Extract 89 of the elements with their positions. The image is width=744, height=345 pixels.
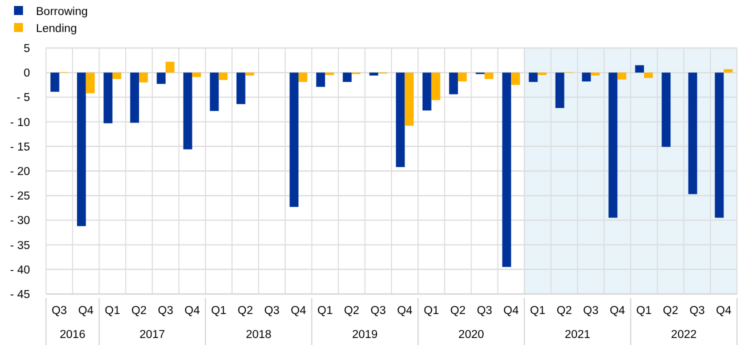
bar [422, 72, 432, 110]
x-tick-label: Q3 [264, 305, 280, 317]
text: 2017 [140, 329, 166, 341]
bar [538, 72, 547, 76]
legend-label: Borrowing [36, 6, 88, 18]
bar [156, 72, 166, 84]
bar [528, 72, 538, 82]
bar [396, 72, 405, 168]
x-tick-label: Q3 [158, 305, 174, 317]
y-tick-label: - 20 [10, 166, 30, 178]
x-tick-label: Q2 [450, 305, 466, 317]
bar [555, 72, 564, 108]
x-tick-label: Q4 [78, 305, 94, 317]
bar [183, 72, 192, 150]
x-tick-label: Q3 [583, 305, 598, 317]
bar [245, 72, 254, 76]
x-tick-label: Q1 [530, 305, 546, 317]
bar [404, 72, 414, 126]
y-tick-label: - 35 [10, 240, 30, 252]
y-tick-label: - 25 [10, 190, 30, 203]
bar [139, 72, 148, 82]
x-tick-label: Q4 [716, 305, 732, 317]
y-tick-label: 5 [24, 43, 30, 56]
bar [166, 62, 174, 73]
bar [449, 72, 458, 94]
y-tick-label: - 40 [10, 264, 30, 276]
x-tick-label: Q3 [52, 305, 67, 317]
bar [104, 72, 112, 124]
x-tick-label: Q4 [503, 305, 520, 317]
text: 2019 [352, 329, 378, 341]
text: 2022 [671, 329, 697, 341]
y-tick-label: 0 [24, 68, 30, 80]
bar [342, 72, 352, 82]
bar [688, 72, 698, 194]
x-tick-label: Q4 [397, 305, 414, 317]
bar [236, 72, 246, 104]
bar [210, 72, 219, 111]
bar [617, 72, 626, 80]
x-tick-label: Q1 [104, 305, 120, 317]
y-tick-label: - 5 [16, 92, 30, 104]
bar [290, 72, 298, 207]
x-tick-label: Q3 [370, 305, 386, 317]
legend-label: Lending [36, 23, 77, 35]
bar [130, 72, 140, 123]
bar [316, 72, 326, 87]
bar [714, 72, 724, 218]
bar [511, 72, 520, 85]
bar [458, 72, 467, 82]
text: 2021 [564, 329, 590, 341]
bar [50, 72, 60, 92]
bar [582, 72, 591, 82]
y-tick-label: - 30 [10, 215, 30, 228]
bar [298, 72, 308, 82]
bar [77, 72, 86, 226]
x-tick-label: Q4 [610, 305, 626, 317]
bar [662, 72, 671, 147]
x-tick-label: Q2 [238, 305, 253, 317]
bar [724, 69, 733, 73]
x-tick-label: Q1 [211, 305, 226, 317]
bar [590, 72, 600, 76]
text: 2018 [246, 329, 272, 341]
bar [325, 72, 334, 76]
x-tick-label: Q4 [290, 305, 307, 317]
bar [192, 72, 202, 78]
bar [218, 72, 228, 80]
bar [86, 72, 95, 94]
bar [644, 72, 653, 78]
x-tick-label: Q1 [317, 305, 333, 317]
bar [502, 72, 512, 267]
text: 2020 [458, 329, 484, 341]
y-tick-label: - 45 [10, 289, 30, 302]
bar [608, 72, 618, 218]
x-tick-label: Q2 [556, 305, 572, 317]
x-tick-label: Q3 [689, 305, 705, 317]
bar [484, 72, 494, 79]
x-tick-label: Q4 [184, 305, 200, 317]
x-tick-label: Q1 [636, 305, 652, 317]
x-tick-label: Q2 [662, 305, 678, 317]
x-tick-label: Q3 [476, 305, 492, 317]
x-tick-label: Q2 [344, 305, 360, 317]
bar [112, 72, 122, 79]
bar [369, 72, 378, 76]
text: 2016 [60, 329, 86, 341]
bar [431, 72, 440, 100]
x-tick-label: Q1 [424, 305, 440, 317]
bar [635, 65, 644, 73]
x-tick-label: Q2 [131, 305, 147, 317]
y-tick-label: - 10 [10, 116, 30, 129]
y-tick-label: - 15 [10, 141, 30, 154]
